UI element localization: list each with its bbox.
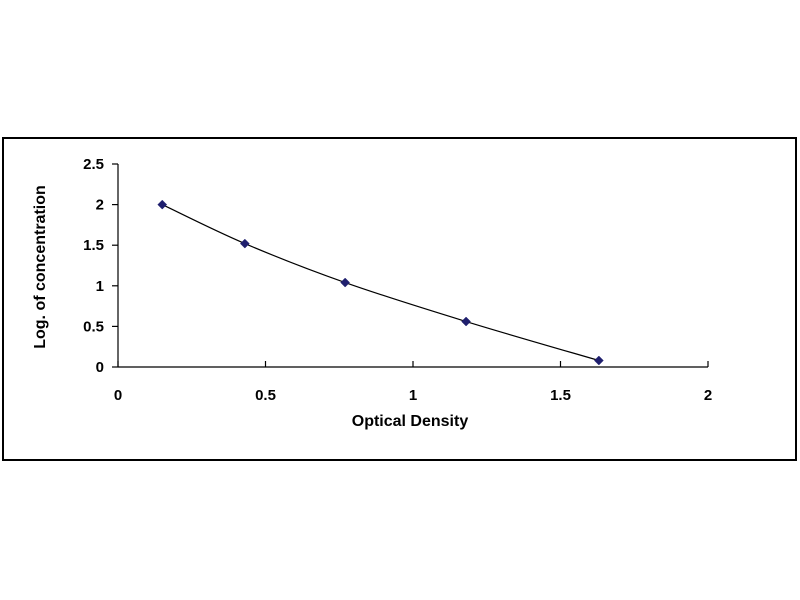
x-tick-label: 0 bbox=[114, 387, 122, 404]
y-tick-label: 2.5 bbox=[83, 156, 104, 173]
x-tick-label: 1 bbox=[409, 387, 417, 404]
x-ticks: 0 0.5 1 1.5 2 bbox=[114, 361, 712, 404]
data-point bbox=[461, 316, 471, 327]
y-ticks: 0 0.5 1 1.5 2 2.5 bbox=[83, 156, 118, 376]
trend-curve bbox=[161, 204, 600, 362]
x-axis-title: Optical Density bbox=[352, 413, 469, 430]
x-tick-label: 2 bbox=[704, 387, 712, 404]
chart-frame bbox=[2, 137, 797, 461]
y-tick-label: 0.5 bbox=[83, 318, 104, 335]
data-points bbox=[157, 199, 604, 366]
data-point bbox=[593, 355, 604, 366]
y-tick-label: 0 bbox=[96, 359, 104, 376]
y-tick-label: 1 bbox=[96, 278, 104, 295]
y-axis-title: Log. of concentration bbox=[32, 185, 49, 349]
plot-area: 0 0.5 1 1.5 2 0 0.5 1 1.5 2 2.5 bbox=[83, 156, 712, 404]
data-point bbox=[157, 199, 168, 210]
data-point bbox=[340, 277, 351, 288]
data-point bbox=[239, 238, 250, 249]
x-tick-label: 0.5 bbox=[255, 387, 276, 404]
y-tick-label: 1.5 bbox=[83, 237, 104, 254]
x-tick-label: 1.5 bbox=[550, 387, 571, 404]
y-tick-label: 2 bbox=[96, 197, 104, 214]
